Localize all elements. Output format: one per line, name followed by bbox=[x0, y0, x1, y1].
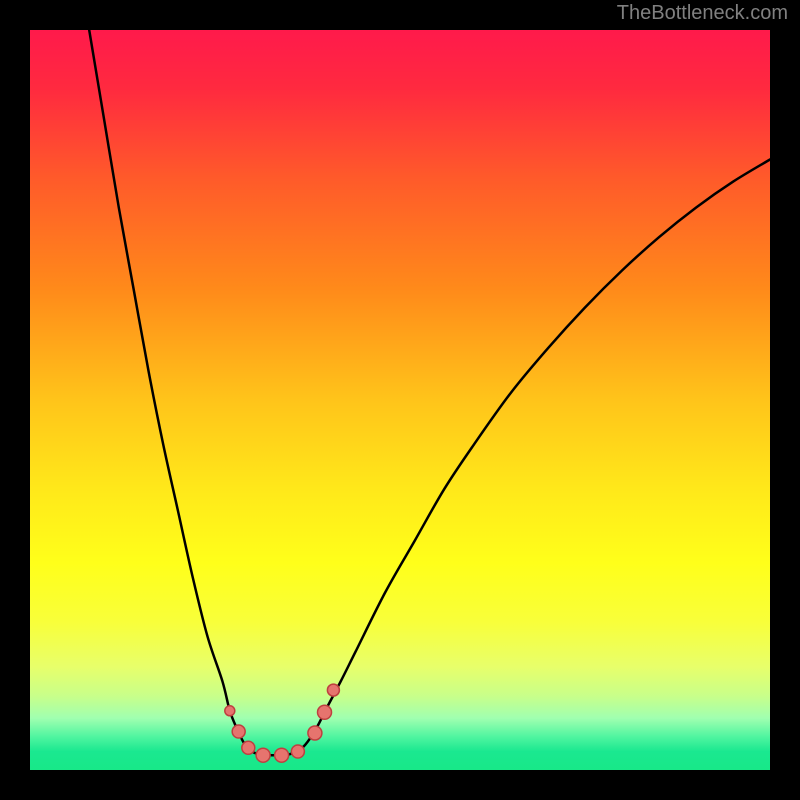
curve-marker bbox=[327, 684, 339, 696]
curve-marker bbox=[291, 745, 304, 758]
curve-marker bbox=[275, 748, 289, 762]
plot-background bbox=[30, 30, 770, 770]
curve-marker bbox=[308, 726, 322, 740]
bottleneck-chart bbox=[0, 0, 800, 800]
chart-stage: TheBottleneck.com bbox=[0, 0, 800, 800]
curve-marker bbox=[225, 706, 235, 716]
curve-marker bbox=[242, 741, 255, 754]
curve-marker bbox=[318, 705, 332, 719]
curve-marker bbox=[232, 725, 245, 738]
curve-marker bbox=[256, 748, 270, 762]
